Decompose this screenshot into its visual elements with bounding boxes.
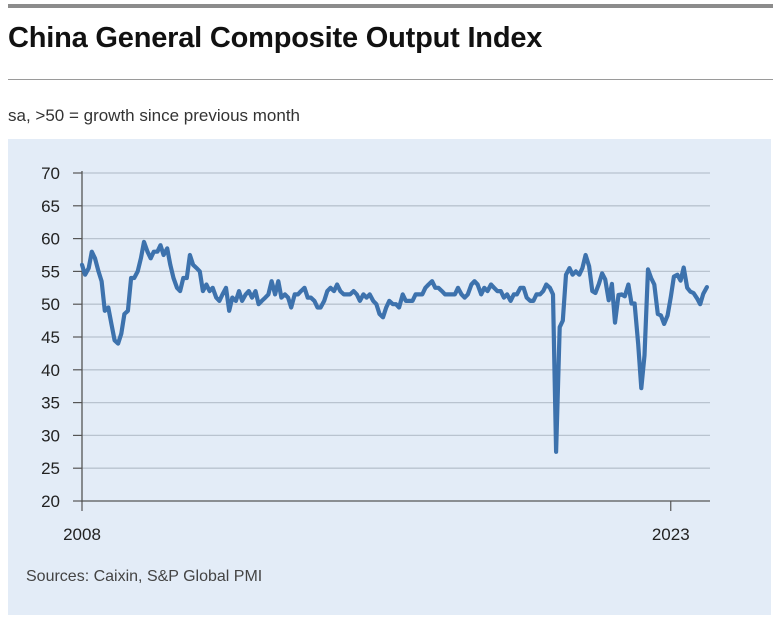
top-rule xyxy=(8,4,773,8)
y-tick-label: 40 xyxy=(41,361,60,380)
series-line-0 xyxy=(79,239,710,454)
title-rule xyxy=(8,79,773,80)
y-tick-label: 70 xyxy=(41,164,60,183)
y-tick-label: 60 xyxy=(41,230,60,249)
y-tick-label: 65 xyxy=(41,197,60,216)
line-chart: 20 25 30 35 40 45 50 55 60 65 70 2008 2023 xyxy=(41,164,710,544)
source-note: Sources: Caixin, S&P Global PMI xyxy=(26,568,263,585)
y-tick-label: 30 xyxy=(41,426,60,445)
y-tick-label: 55 xyxy=(41,262,60,281)
y-tick-label: 25 xyxy=(41,459,60,478)
y-tick-label: 50 xyxy=(41,295,60,314)
y-tick-label: 45 xyxy=(41,328,60,347)
x-tick-label: 2023 xyxy=(652,525,690,544)
chart-panel: 20 25 30 35 40 45 50 55 60 65 70 2008 2023 xyxy=(8,139,771,615)
x-tick-label: 2008 xyxy=(63,525,101,544)
y-tick-label: 35 xyxy=(41,394,60,413)
chart-subtitle: sa, >50 = growth since previous month xyxy=(8,106,300,125)
y-tick-label: 20 xyxy=(41,492,60,511)
chart-title: China General Composite Output Index xyxy=(8,22,543,54)
